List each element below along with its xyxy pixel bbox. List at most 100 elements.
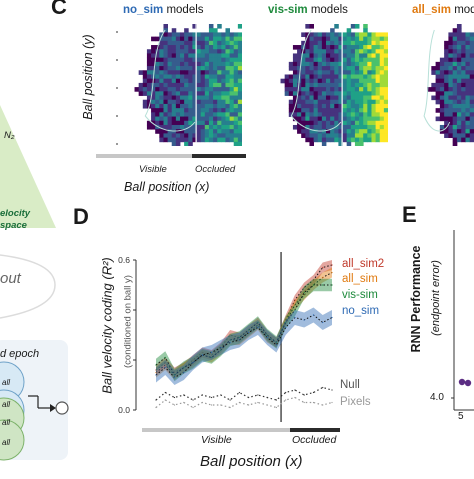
d-point-all_sim (294, 304, 296, 306)
d-point-no_sim (275, 344, 278, 346)
d-point-null (229, 399, 231, 401)
d-point-null (164, 391, 166, 394)
velocity-label: elocity (0, 208, 31, 219)
d-point-no_sim (322, 321, 324, 324)
d-point-vis_sim (266, 334, 268, 336)
panel-c-ylabel: Ball position (y) (81, 34, 95, 120)
d-point-null (192, 399, 194, 401)
heatmap-title-all-sim-suffix: models (454, 4, 474, 16)
d-point-null (238, 391, 240, 394)
panel-e-xtick-label: 5 (458, 411, 464, 422)
d-point-pixels (164, 399, 166, 401)
panel-e-ylabel: RNN Performance (409, 245, 423, 353)
panel-e-point-1 (458, 378, 466, 386)
d-line-vis_sim (155, 284, 332, 376)
heatmap-title-no-sim-model: no_sim (123, 4, 164, 16)
d-point-all_sim (257, 324, 259, 326)
d-line-null (155, 386, 333, 401)
d-point-null (312, 391, 315, 394)
panel-d-ylabel: Ball velocity coding (R²) (99, 257, 115, 394)
panel-c-occluded-label: Occluded (195, 164, 236, 175)
epoch-label: d epoch (0, 348, 40, 360)
d-point-no_sim (192, 361, 194, 364)
d-point-no_sim (173, 376, 176, 379)
occluded-bar-d (290, 428, 340, 432)
d-point-pixels (285, 399, 287, 401)
legend-null: Null (340, 379, 360, 391)
occluded-bar (192, 154, 246, 158)
n2-label: N₂ (4, 130, 15, 141)
d-point-pixels (303, 401, 305, 404)
space-label: space (0, 220, 27, 231)
d-point-null (285, 391, 287, 394)
legend-no-sim: no_sim (342, 305, 380, 317)
d-point-pixels (229, 406, 231, 409)
d-point-null (322, 386, 324, 389)
panel-d-occluded-label: Occluded (292, 434, 337, 446)
d-point-null (183, 394, 185, 396)
d-point-pixels (238, 401, 240, 404)
d-point-vis_sim (220, 349, 222, 351)
d-point-vis_sim (294, 309, 296, 311)
heatmap-title-vis-sim-suffix: models (307, 4, 348, 16)
d-point-vis_sim (312, 284, 315, 286)
d-point-no_sim (220, 346, 222, 349)
heatmap-no-sim (118, 24, 242, 146)
legend-all-sim: all_sim (342, 273, 378, 285)
d-point-null (266, 396, 268, 399)
arrow-head (50, 404, 56, 412)
d-point-all_sim2 (331, 264, 333, 266)
d-point-null (303, 394, 305, 396)
panel-c-xbar (96, 154, 246, 158)
d-point-null (201, 394, 203, 396)
d-point-pixels (331, 401, 333, 404)
d-point-no_sim (294, 316, 296, 319)
d-point-all_sim2 (164, 361, 166, 364)
d-point-vis_sim (275, 341, 278, 344)
hm1-contour (290, 29, 342, 132)
node-label-3: all (2, 418, 11, 427)
d-point-no_sim (164, 366, 166, 369)
d-point-all_sim2 (210, 354, 213, 356)
panel-d-xbar (142, 428, 340, 432)
out-circle (0, 254, 56, 319)
d-point-pixels (312, 401, 315, 404)
d-point-all_sim2 (155, 369, 157, 371)
panel-d-letter: D (73, 204, 89, 229)
heatmap-title-no-sim-suffix: models (163, 4, 204, 16)
d-point-no_sim (183, 371, 185, 374)
legend-pixels: Pixels (340, 396, 371, 408)
d-point-pixels (275, 406, 278, 409)
d-point-vis_sim (248, 329, 250, 331)
d-point-all_sim2 (229, 334, 231, 336)
d-point-all_sim2 (192, 359, 194, 361)
heatmap-title-vis-sim-model: vis-sim (268, 4, 308, 16)
d-point-vis_sim (210, 356, 213, 359)
d-point-pixels (183, 401, 185, 404)
hm2-cells (423, 24, 474, 146)
panel-c-visible-label: Visible (139, 164, 167, 175)
panel-e-letter: E (402, 202, 417, 227)
legend-all-sim2: all_sim2 (342, 258, 385, 270)
d-point-vis_sim (285, 321, 287, 324)
node-label-2: all (2, 400, 11, 409)
node-label-1: all (2, 378, 11, 387)
d-point-pixels (294, 396, 296, 399)
d-point-no_sim (331, 316, 333, 319)
d-point-pixels (257, 401, 259, 404)
d-point-no_sim (238, 339, 240, 341)
d-point-all_sim (322, 276, 324, 279)
d-point-no_sim (155, 374, 157, 376)
panel-c-xlabel: Ball position (x) (124, 180, 210, 194)
panel-e-axis (451, 230, 474, 411)
legend-vis-sim: vis-sim (342, 289, 378, 301)
d-point-all_sim (155, 371, 157, 374)
d-point-vis_sim (173, 374, 176, 376)
d-point-pixels (192, 406, 194, 409)
heatmap-title-all-sim-model: all_sim (412, 4, 451, 16)
d-point-vis_sim (238, 336, 240, 339)
d-point-all_sim2 (173, 371, 176, 374)
d-ytick-label: 0.6 (118, 255, 130, 265)
d-point-no_sim (257, 326, 259, 329)
d-point-all_sim (331, 271, 333, 274)
